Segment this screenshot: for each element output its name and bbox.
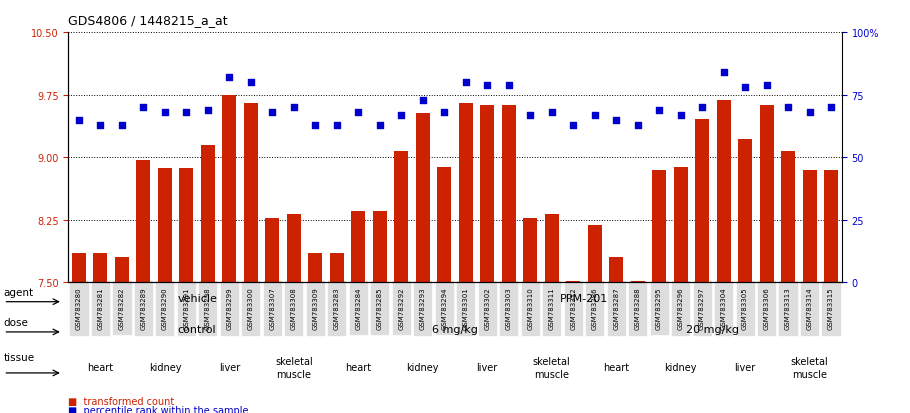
- Text: liver: liver: [734, 363, 755, 373]
- Point: [501, 82, 516, 89]
- Text: heart: heart: [87, 363, 114, 373]
- Point: [157, 109, 172, 116]
- Bar: [459, 104, 472, 282]
- Point: [222, 75, 237, 81]
- Bar: [201, 145, 215, 282]
- Bar: [222, 95, 237, 282]
- Text: kidney: kidney: [664, 363, 697, 373]
- Bar: [652, 170, 666, 282]
- Bar: [287, 214, 301, 282]
- Bar: [373, 212, 387, 282]
- Point: [609, 117, 623, 123]
- Point: [652, 107, 666, 114]
- Bar: [136, 160, 150, 282]
- Point: [287, 104, 301, 111]
- Point: [308, 122, 323, 128]
- Point: [136, 104, 151, 111]
- Text: kidney: kidney: [407, 363, 439, 373]
- Point: [416, 97, 430, 104]
- Point: [93, 122, 107, 128]
- Text: liver: liver: [477, 363, 498, 373]
- Text: liver: liver: [218, 363, 240, 373]
- Point: [329, 122, 344, 128]
- Point: [695, 104, 710, 111]
- Text: ■  percentile rank within the sample: ■ percentile rank within the sample: [68, 405, 248, 413]
- Text: PPM-201: PPM-201: [560, 294, 608, 304]
- Text: skeletal
muscle: skeletal muscle: [791, 356, 828, 379]
- Bar: [609, 258, 623, 282]
- Text: ■  transformed count: ■ transformed count: [68, 396, 175, 406]
- Bar: [94, 254, 107, 282]
- Point: [781, 104, 795, 111]
- Bar: [588, 226, 602, 282]
- Bar: [72, 254, 86, 282]
- Bar: [158, 169, 172, 282]
- Bar: [523, 218, 537, 282]
- Point: [265, 109, 279, 116]
- Text: dose: dose: [4, 318, 28, 328]
- Point: [72, 117, 86, 123]
- Point: [523, 112, 538, 119]
- Bar: [438, 168, 451, 282]
- Bar: [695, 119, 709, 282]
- Text: 6 mg/kg: 6 mg/kg: [432, 324, 478, 334]
- Point: [566, 122, 581, 128]
- Text: skeletal
muscle: skeletal muscle: [533, 356, 571, 379]
- Point: [459, 80, 473, 86]
- Bar: [781, 152, 795, 282]
- Point: [544, 109, 559, 116]
- Bar: [244, 104, 258, 282]
- Point: [372, 122, 387, 128]
- Bar: [738, 140, 752, 282]
- Point: [738, 85, 753, 91]
- Bar: [824, 170, 838, 282]
- Point: [716, 70, 731, 76]
- Bar: [329, 254, 344, 282]
- Point: [115, 122, 129, 128]
- Bar: [566, 281, 581, 282]
- Text: kidney: kidney: [148, 363, 181, 373]
- Bar: [545, 214, 559, 282]
- Text: control: control: [177, 324, 217, 334]
- Bar: [480, 106, 494, 282]
- Bar: [631, 281, 644, 282]
- Text: agent: agent: [4, 287, 34, 297]
- Point: [200, 107, 215, 114]
- Point: [437, 109, 451, 116]
- Bar: [760, 105, 774, 282]
- Bar: [266, 218, 279, 282]
- Text: heart: heart: [603, 363, 629, 373]
- Bar: [115, 258, 129, 282]
- Point: [351, 109, 366, 116]
- Point: [673, 112, 688, 119]
- Point: [631, 122, 645, 128]
- Point: [244, 80, 258, 86]
- Bar: [673, 168, 688, 282]
- Point: [824, 104, 838, 111]
- Text: heart: heart: [345, 363, 371, 373]
- Text: skeletal
muscle: skeletal muscle: [275, 356, 313, 379]
- Bar: [394, 152, 409, 282]
- Bar: [716, 101, 731, 282]
- Point: [480, 82, 494, 89]
- Bar: [179, 169, 194, 282]
- Bar: [803, 170, 816, 282]
- Text: vehicle: vehicle: [177, 294, 217, 304]
- Text: GDS4806 / 1448215_a_at: GDS4806 / 1448215_a_at: [68, 14, 228, 27]
- Text: 20 mg/kg: 20 mg/kg: [686, 324, 739, 334]
- Bar: [416, 114, 430, 282]
- Point: [587, 112, 602, 119]
- Bar: [308, 254, 322, 282]
- Bar: [501, 106, 516, 282]
- Bar: [351, 212, 365, 282]
- Point: [759, 82, 774, 89]
- Point: [394, 112, 409, 119]
- Text: tissue: tissue: [4, 353, 35, 363]
- Point: [803, 109, 817, 116]
- Point: [179, 109, 194, 116]
